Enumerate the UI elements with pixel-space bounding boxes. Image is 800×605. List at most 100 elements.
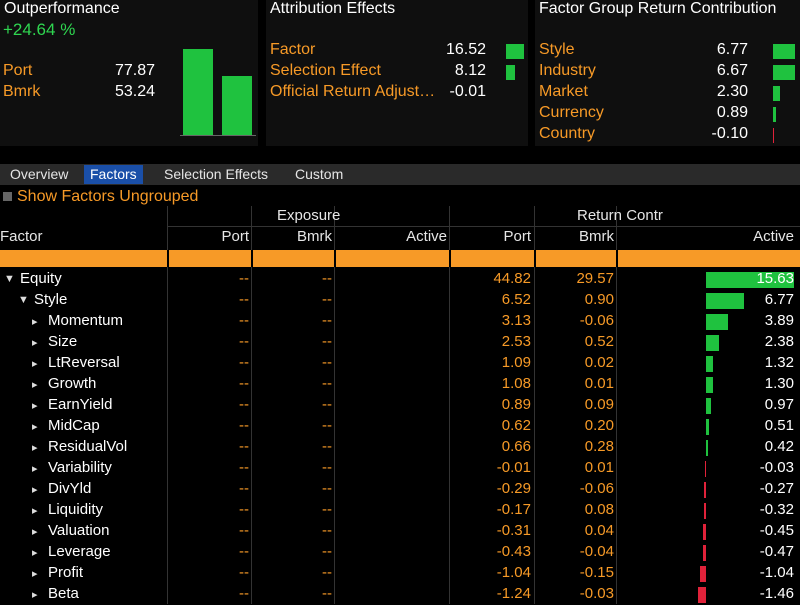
table-row[interactable]: ▸ DivYld -- -- -0.29 -0.06 -0.27	[0, 479, 800, 500]
factor-name: MidCap	[48, 417, 100, 434]
exp-port-cell: --	[239, 312, 249, 329]
table-row[interactable]: ▼ Equity -- -- 44.82 29.57 15.63	[0, 269, 800, 290]
tab-bar: Overview Factors Selection Effects Custo…	[0, 164, 800, 185]
ret-bmrk-cell: -0.15	[579, 564, 614, 581]
expand-toggle-icon[interactable]: ▸	[32, 337, 38, 349]
exp-port-column-header[interactable]: Port	[221, 228, 249, 245]
factor-group-row-value: 2.30	[716, 83, 748, 100]
table-row[interactable]: ▸ ResidualVol -- -- 0.66 0.28 0.42	[0, 437, 800, 458]
table-row[interactable]: ▸ Valuation -- -- -0.31 0.04 -0.45	[0, 521, 800, 542]
exp-port-cell: --	[239, 585, 249, 602]
table-row[interactable]: ▸ LtReversal -- -- 1.09 0.02 1.32	[0, 353, 800, 374]
tab-custom[interactable]: Custom	[295, 166, 344, 182]
factor-name: EarnYield	[48, 396, 113, 413]
factor-group-row-label: Style	[539, 41, 575, 58]
factor-group-title: Factor Group Return Contribution	[539, 0, 777, 17]
factor-group-row-label: Industry	[539, 62, 596, 79]
factor-group-row-value: 0.89	[716, 104, 748, 121]
show-factors-ungrouped-toggle[interactable]: Show Factors Ungrouped	[0, 187, 800, 206]
ret-active-cell: 2.38	[764, 333, 794, 350]
table-row[interactable]: ▸ Size -- -- 2.53 0.52 2.38	[0, 332, 800, 353]
exp-bmrk-cell: --	[322, 480, 332, 497]
table-row[interactable]: ▸ Liquidity -- -- -0.17 0.08 -0.32	[0, 500, 800, 521]
ret-active-cell: 15.63	[756, 270, 794, 287]
expand-toggle-icon[interactable]: ▸	[32, 316, 38, 328]
expand-toggle-icon[interactable]: ▸	[32, 442, 38, 454]
factor-group-row-bar	[773, 128, 774, 143]
active-contribution-bar	[703, 545, 706, 561]
checkbox-icon[interactable]	[3, 192, 12, 201]
expand-toggle-icon[interactable]: ▸	[32, 505, 38, 517]
table-row[interactable]: ▼ Style -- -- 6.52 0.90 6.77	[0, 290, 800, 311]
exp-port-cell: --	[239, 291, 249, 308]
expand-toggle-icon[interactable]: ▸	[32, 589, 38, 601]
active-contribution-bar	[706, 335, 720, 351]
exp-bmrk-cell: --	[322, 585, 332, 602]
exp-bmrk-cell: --	[322, 291, 332, 308]
expand-toggle-icon[interactable]: ▸	[32, 358, 38, 370]
ret-port-cell: 1.08	[501, 375, 531, 392]
exp-bmrk-cell: --	[322, 501, 332, 518]
expand-toggle-icon[interactable]: ▸	[32, 484, 38, 496]
ret-active-cell: -0.03	[759, 459, 794, 476]
outperformance-title: Outperformance	[4, 0, 120, 17]
exp-port-cell: --	[239, 375, 249, 392]
ret-bmrk-cell: 0.08	[584, 501, 614, 518]
attribution-row-value: 16.52	[445, 41, 486, 58]
expand-toggle-icon[interactable]: ▸	[32, 463, 38, 475]
expand-toggle-icon[interactable]: ▸	[32, 547, 38, 559]
expand-toggle-icon[interactable]: ▸	[32, 379, 38, 391]
factor-name: DivYld	[48, 480, 92, 497]
ret-bmrk-cell: 0.02	[584, 354, 614, 371]
table-row[interactable]: ▸ Variability -- -- -0.01 0.01 -0.03	[0, 458, 800, 479]
ret-active-cell: -0.47	[759, 543, 794, 560]
expand-toggle-icon[interactable]: ▸	[32, 526, 38, 538]
exp-port-cell: --	[239, 396, 249, 413]
ret-active-cell: 6.77	[764, 291, 794, 308]
filter-row[interactable]	[0, 250, 800, 267]
tab-selection-effects[interactable]: Selection Effects	[164, 166, 269, 182]
active-contribution-bar	[704, 482, 706, 498]
factor-group-row-label: Market	[539, 83, 588, 100]
ret-active-cell: 0.97	[764, 396, 794, 413]
exp-port-cell: --	[239, 564, 249, 581]
ret-bmrk-cell: 0.01	[584, 459, 614, 476]
ret-active-column-header[interactable]: Active	[753, 228, 794, 245]
active-contribution-bar	[700, 566, 706, 582]
ret-bmrk-cell: 0.04	[584, 522, 614, 539]
ret-active-cell: -0.32	[759, 501, 794, 518]
table-row[interactable]: ▸ EarnYield -- -- 0.89 0.09 0.97	[0, 395, 800, 416]
ret-bmrk-column-header[interactable]: Bmrk	[579, 228, 614, 245]
exp-port-cell: --	[239, 354, 249, 371]
table-row[interactable]: ▸ Momentum -- -- 3.13 -0.06 3.89	[0, 311, 800, 332]
factor-name: Valuation	[48, 522, 110, 539]
attribution-row-label: Official Return Adjust…	[270, 83, 436, 100]
table-row[interactable]: ▸ MidCap -- -- 0.62 0.20 0.51	[0, 416, 800, 437]
tab-overview[interactable]: Overview	[10, 166, 69, 182]
toggle-label: Show Factors Ungrouped	[17, 188, 199, 205]
exp-bmrk-cell: --	[322, 543, 332, 560]
factor-column-header[interactable]: Factor	[0, 228, 43, 245]
table-row[interactable]: ▸ Leverage -- -- -0.43 -0.04 -0.47	[0, 542, 800, 563]
table-row[interactable]: ▸ Beta -- -- -1.24 -0.03 -1.46	[0, 584, 800, 605]
tab-factors[interactable]: Factors	[84, 165, 143, 184]
outperf-bmrk-label: Bmrk	[3, 83, 41, 100]
table-row[interactable]: ▸ Growth -- -- 1.08 0.01 1.30	[0, 374, 800, 395]
table-row[interactable]: ▸ Profit -- -- -1.04 -0.15 -1.04	[0, 563, 800, 584]
exp-bmrk-column-header[interactable]: Bmrk	[297, 228, 332, 245]
expand-toggle-icon[interactable]: ▼	[18, 294, 29, 306]
ret-bmrk-cell: -0.06	[579, 480, 614, 497]
attribution-row-bar	[506, 44, 524, 59]
factor-name: Momentum	[48, 312, 124, 329]
expand-toggle-icon[interactable]: ▸	[32, 400, 38, 412]
exp-active-column-header[interactable]: Active	[406, 228, 447, 245]
expand-toggle-icon[interactable]: ▸	[32, 421, 38, 433]
expand-toggle-icon[interactable]: ▼	[4, 273, 15, 285]
factor-group-panel: Factor Group Return Contribution Style 6.…	[535, 0, 800, 146]
ret-port-cell: -0.43	[496, 543, 531, 560]
factor-group-row-bar	[773, 86, 781, 101]
outperf-axis-line	[180, 135, 256, 136]
exp-bmrk-cell: --	[322, 375, 332, 392]
ret-port-column-header[interactable]: Port	[503, 228, 531, 245]
expand-toggle-icon[interactable]: ▸	[32, 568, 38, 580]
